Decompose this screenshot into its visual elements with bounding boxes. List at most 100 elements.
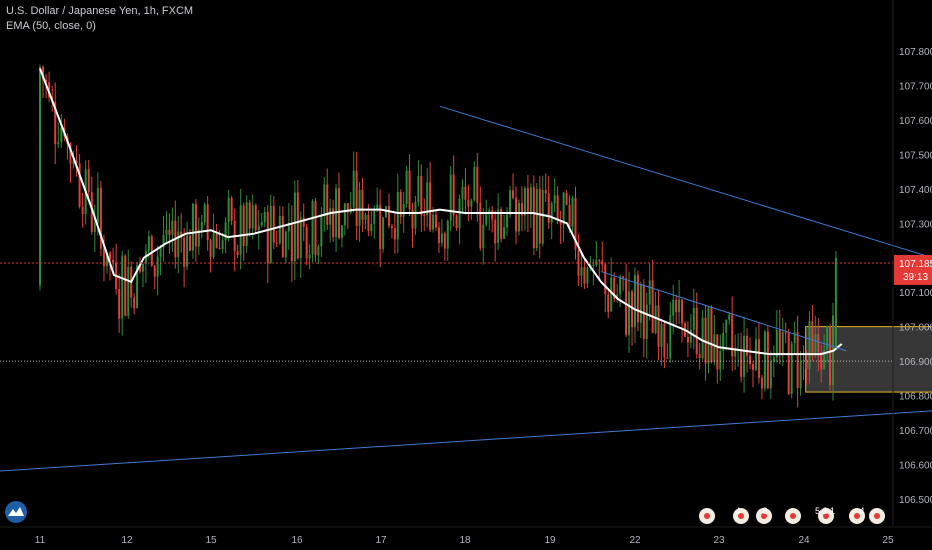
candle-body [329,208,332,225]
candle-body [197,229,200,247]
candle-body [39,66,41,286]
candle-body [775,330,778,358]
candle-body [571,197,574,227]
candle-body [515,198,517,232]
economic-event-flag-icon[interactable] [869,508,885,524]
candle-body [535,188,538,249]
economic-event-flag-icon[interactable] [785,508,801,524]
candle-body [437,227,440,243]
candle-body [642,284,645,340]
economic-event-flag-icon[interactable] [733,508,749,524]
y-tick-label: 107.400 [899,185,932,196]
candle-body [396,191,399,240]
candle-body [121,255,124,319]
economic-event-flag-icon[interactable] [756,508,772,524]
candle-body [376,204,379,211]
candle-body [500,209,503,239]
candle-body [619,276,622,295]
event-count-label: 8 [762,506,767,516]
economic-event-flag-icon[interactable] [849,508,865,524]
candle-body [352,170,355,208]
trendline-ascending-support[interactable] [0,392,932,472]
candle-body [746,335,749,356]
candle-body [636,275,639,323]
candle-body [704,317,707,364]
candle-body [565,192,568,205]
candle-body [429,182,432,230]
candle-body [118,288,121,319]
candle-body [136,265,139,309]
candle-body [382,217,385,250]
candle-body [725,319,728,333]
event-count-label: 5 3 1 [815,506,835,516]
candle-body [191,203,194,251]
candle-body [323,184,326,217]
candle-body [417,175,420,203]
candle-body [133,297,136,309]
tradingview-logo-icon[interactable] [5,501,27,523]
candle-body [550,203,553,224]
candle-body [583,267,586,284]
candle-body [734,350,737,357]
candle-body [675,299,678,313]
candle-body [651,280,654,333]
candle-body [449,174,452,221]
candle-body [625,278,628,335]
candle-body [538,188,541,244]
candle-body [159,247,162,257]
candle-body [367,214,370,232]
candle-body [710,307,713,363]
candle-body [139,265,142,272]
ema-indicator-label[interactable]: EMA (50, close, 0) [6,20,96,32]
candle-body [332,208,335,238]
candle-body [586,267,589,284]
candle-body [99,187,102,249]
candle-body [749,355,752,365]
x-tick-label: 24 [798,535,810,546]
candle-body [93,222,96,233]
candle-body [628,291,631,335]
candle-body [769,361,772,389]
candle-body [338,188,340,239]
candle-body [57,142,60,145]
candle-body [112,259,115,263]
candle-body [639,284,642,323]
candle-body [760,377,763,389]
candle-body [355,170,358,226]
candle-body [218,247,221,249]
candle-body [385,206,388,218]
candle-body [467,199,470,207]
candle-body [532,187,535,249]
candle-body [156,256,159,277]
trendline-upper-resistance[interactable] [439,105,932,347]
economic-event-flag-icon[interactable] [818,508,834,524]
candle-body [200,222,203,230]
economic-event-flag-icon[interactable] [699,508,715,524]
trendline-lower-resistance[interactable] [600,271,847,352]
candle-body [153,265,156,277]
candle-body [183,237,186,267]
candle-body [443,233,446,249]
candle-body [42,66,45,80]
candle-body [168,229,171,235]
candle-body [206,204,209,241]
candle-body [503,227,506,239]
candle-body [263,212,266,223]
candle-body [440,233,443,243]
ema-line[interactable] [39,68,843,356]
candle-body [488,210,491,214]
candle-body [390,225,393,228]
candle-body [230,197,233,221]
candle-body [411,209,414,229]
time-axis[interactable]: 11 12 15 16 17 18 19 22 23 24 25 [35,535,894,546]
candle-body [799,361,802,388]
candle-body [473,166,476,201]
candle-body [464,186,467,200]
candle-body [194,203,197,247]
candle-body [180,231,183,238]
x-tick-label: 25 [882,535,894,546]
candle-body [251,205,254,229]
candle-body [414,202,417,229]
candle-body [568,204,571,227]
